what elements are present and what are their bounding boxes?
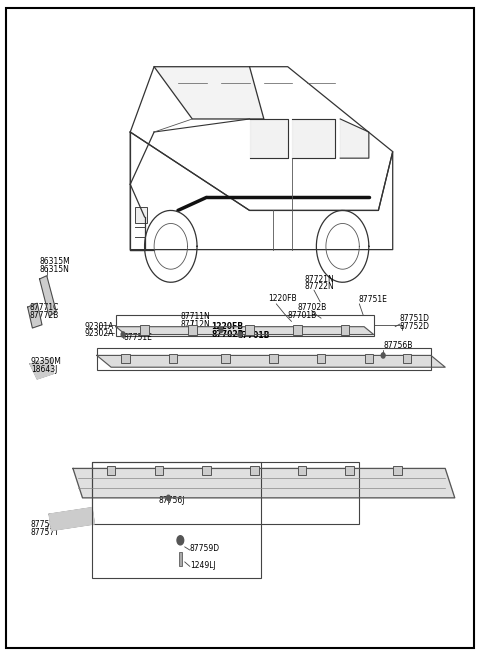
Text: 87751D: 87751D [400,314,430,323]
Bar [92,462,262,577]
Polygon shape [292,119,336,158]
Text: 87712N: 87712N [180,319,210,329]
Circle shape [381,353,385,358]
Bar [403,354,411,363]
Bar [293,325,301,335]
Bar [341,325,349,335]
Polygon shape [30,359,53,379]
Bar [188,325,197,335]
Text: 92301A: 92301A [85,321,114,331]
Bar [121,354,130,363]
Polygon shape [154,67,264,119]
Bar [269,354,278,363]
Polygon shape [73,468,455,498]
Bar [221,354,230,363]
Text: 87711N: 87711N [180,312,210,321]
Text: 87701B: 87701B [287,311,316,320]
Text: 18643J: 18643J [31,365,57,374]
Bar [169,354,178,363]
Bar [250,466,259,475]
Text: 92302A: 92302A [85,329,114,338]
Bar [317,354,325,363]
Text: 87771C: 87771C [29,302,59,312]
Bar [107,466,116,475]
Polygon shape [97,356,445,367]
Text: 87722N: 87722N [304,283,334,291]
Circle shape [167,495,170,501]
Text: 1220FB: 1220FB [269,295,297,303]
Bar [393,466,402,475]
Text: 92350M: 92350M [31,357,62,366]
Circle shape [219,327,223,333]
Text: 87757T: 87757T [30,528,59,537]
Text: 87751E: 87751E [359,295,387,304]
Circle shape [121,332,125,337]
Polygon shape [49,508,95,531]
Bar [140,325,149,335]
Polygon shape [28,303,42,328]
Polygon shape [39,276,56,316]
Bar [346,466,354,475]
Bar [155,466,163,475]
Text: 87702B: 87702B [297,302,326,312]
Bar [97,348,431,371]
Text: 1220FB: 1220FB [211,322,243,331]
Bar [116,315,373,336]
Text: 87751E: 87751E [123,333,152,342]
Bar [298,466,306,475]
Bar [364,354,373,363]
Circle shape [238,332,242,337]
Text: 87701B: 87701B [238,331,270,340]
Bar [179,552,182,566]
Bar [202,466,211,475]
Bar [135,207,147,224]
Text: 87752D: 87752D [400,322,430,331]
Bar [92,462,360,524]
Text: 87721N: 87721N [304,275,334,283]
Text: 87702B: 87702B [211,330,244,339]
Text: 87772B: 87772B [29,310,58,319]
Circle shape [177,536,184,545]
Text: 87759D: 87759D [190,544,220,554]
Polygon shape [340,119,369,158]
Text: 87756J: 87756J [159,496,185,505]
Polygon shape [250,119,288,158]
Text: 1249LJ: 1249LJ [190,562,216,570]
Text: 87756T: 87756T [30,520,59,529]
Text: 87756B: 87756B [383,341,412,350]
Text: 86315M: 86315M [39,257,70,266]
Text: 86315N: 86315N [39,265,70,274]
Polygon shape [116,327,373,335]
Bar [245,325,254,335]
